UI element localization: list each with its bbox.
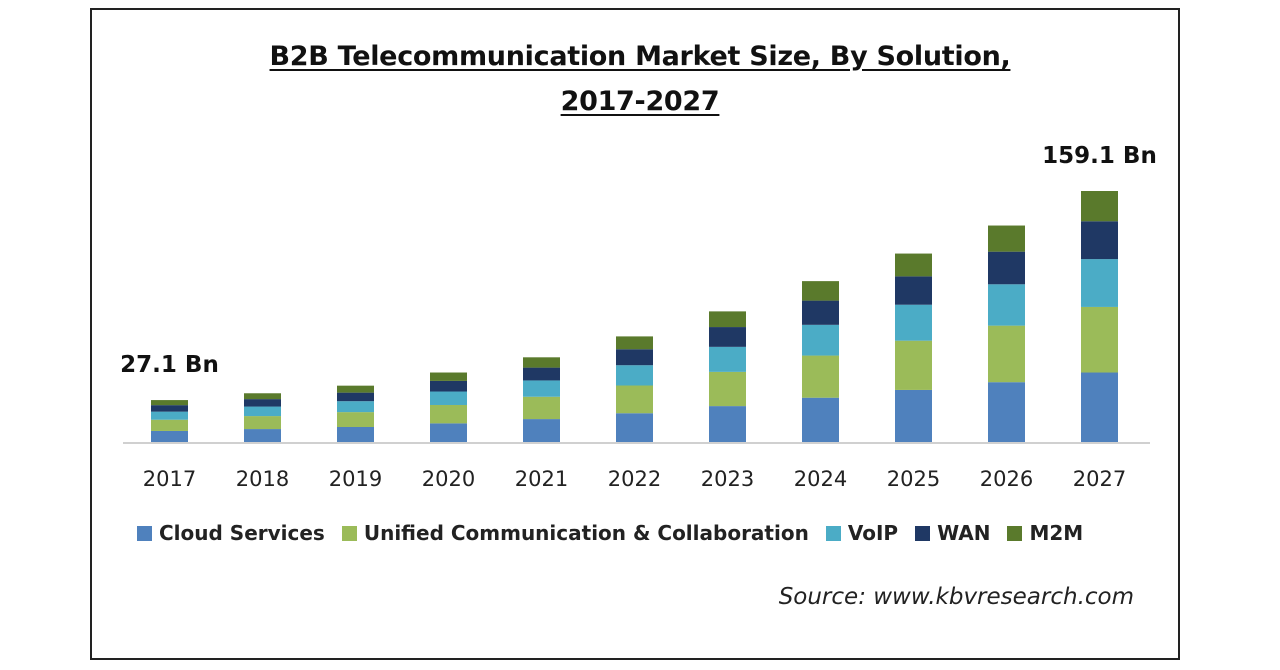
legend-label-cloud-services: Cloud Services [159, 521, 325, 545]
bar-segment-2025-unified-communication-collaboration [895, 340, 932, 390]
x-tick-label-2019: 2019 [329, 467, 382, 491]
bar-segment-2027-m2m [1081, 191, 1118, 222]
x-tick-label-2023: 2023 [701, 467, 754, 491]
chart-title-line-2: 2017-2027 [560, 86, 720, 117]
bar-segment-2026-cloud-services [988, 382, 1025, 443]
total-label-2027: 159.1 Bn [1042, 143, 1157, 169]
bar-segment-2023-wan [709, 327, 746, 347]
legend-item-wan: WAN [915, 521, 990, 545]
bars-layer [151, 191, 1118, 443]
x-tick-label-2027: 2027 [1073, 467, 1126, 491]
bar-segment-2019-cloud-services [337, 427, 374, 443]
bar-segment-2021-m2m [523, 357, 560, 368]
bar-segment-2017-m2m [151, 400, 188, 406]
bar-segment-2021-voip [523, 380, 560, 397]
legend-label-unified-communication-collaboration: Unified Communication & Collaboration [363, 521, 809, 545]
bar-segment-2025-cloud-services [895, 389, 932, 443]
legend-item-cloud-services: Cloud Services [137, 521, 325, 545]
bar-segment-2026-m2m [988, 225, 1025, 252]
bar-segment-2023-unified-communication-collaboration [709, 371, 746, 407]
legend-swatch-unified-communication-collaboration [341, 525, 357, 541]
x-tick-label-2026: 2026 [980, 467, 1033, 491]
bar-segment-2017-voip [151, 411, 188, 420]
bar-segment-2022-wan [616, 349, 653, 366]
legend-item-unified-communication-collaboration: Unified Communication & Collaboration [341, 521, 809, 545]
bar-segment-2024-m2m [802, 281, 839, 301]
bar-segment-2024-wan [802, 300, 839, 325]
total-callouts: 27.1 Bn 159.1 Bn [120, 143, 1157, 378]
bar-segment-2024-unified-communication-collaboration [802, 355, 839, 398]
x-tick-labels: 2017 2018 2019 2020 2021 2022 2023 2024 2025 2026… [143, 467, 1126, 491]
bar-segment-2026-voip [988, 284, 1025, 326]
bar-segment-2025-voip [895, 304, 932, 341]
bar-segment-2019-wan [337, 392, 374, 402]
legend: Cloud Services Unified Communication & Co… [137, 517, 1100, 549]
legend-swatch-voip [825, 525, 841, 541]
legend-item-voip: VoIP [825, 521, 899, 545]
bar-segment-2018-m2m [244, 393, 281, 400]
bar-segment-2021-wan [523, 367, 560, 381]
x-tick-label-2025: 2025 [887, 467, 940, 491]
legend-item-m2m: M2M [1007, 521, 1083, 545]
bar-segment-2020-voip [430, 391, 467, 405]
bar-segment-2018-unified-communication-collaboration [244, 416, 281, 430]
legend-swatch-wan [915, 525, 931, 541]
bar-segment-2022-voip [616, 365, 653, 386]
bar-segment-2027-cloud-services [1081, 372, 1118, 443]
bar-segment-2025-wan [895, 276, 932, 305]
bar-segment-2019-m2m [337, 385, 374, 393]
bar-segment-2022-unified-communication-collaboration [616, 385, 653, 414]
bar-segment-2019-voip [337, 401, 374, 413]
bar-segment-2023-m2m [709, 311, 746, 328]
bar-segment-2025-m2m [895, 253, 932, 277]
legend-swatch-m2m [1007, 525, 1023, 541]
source-note: Source: www.kbvresearch.com [778, 584, 1134, 610]
bar-segment-2020-wan [430, 380, 467, 392]
chart-title-line-1: B2B Telecommunication Market Size, By So… [269, 41, 1011, 72]
bar-segment-2024-cloud-services [802, 397, 839, 443]
bar-segment-2020-unified-communication-collaboration [430, 404, 467, 424]
x-tick-label-2018: 2018 [236, 467, 289, 491]
bar-segment-2022-m2m [616, 336, 653, 350]
legend-label-m2m: M2M [1029, 521, 1084, 545]
x-tick-label-2024: 2024 [794, 467, 847, 491]
x-tick-label-2021: 2021 [515, 467, 568, 491]
legend-swatch-cloud-services [137, 525, 152, 541]
bar-segment-2018-voip [244, 406, 281, 417]
bar-segment-2020-cloud-services [430, 423, 467, 443]
bar-segment-2023-voip [709, 346, 746, 372]
bar-segment-2022-cloud-services [616, 413, 653, 443]
bar-segment-2021-unified-communication-collaboration [523, 396, 560, 420]
chart-title: B2B Telecommunication Market Size, By So… [0, 34, 1280, 124]
bar-segment-2026-wan [988, 251, 1025, 285]
bar-segment-2023-cloud-services [709, 406, 746, 443]
legend-label-wan: WAN [937, 521, 991, 545]
bar-segment-2020-m2m [430, 372, 467, 381]
bar-segment-2019-unified-communication-collaboration [337, 412, 374, 428]
bar-segment-2017-unified-communication-collaboration [151, 419, 188, 431]
legend-label-voip: VoIP [847, 521, 899, 545]
bar-segment-2017-wan [151, 405, 188, 412]
bar-segment-2017-cloud-services [151, 430, 188, 443]
bar-segment-2024-voip [802, 324, 839, 356]
bar-segment-2018-cloud-services [244, 429, 281, 443]
x-tick-label-2017: 2017 [143, 467, 196, 491]
bar-segment-2026-unified-communication-collaboration [988, 325, 1025, 383]
bar-segment-2021-cloud-services [523, 419, 560, 443]
x-tick-label-2020: 2020 [422, 467, 475, 491]
bar-segment-2018-wan [244, 399, 281, 407]
x-tick-label-2022: 2022 [608, 467, 661, 491]
bar-segment-2027-unified-communication-collaboration [1081, 306, 1118, 373]
bar-segment-2027-voip [1081, 259, 1118, 307]
total-label-2017: 27.1 Bn [120, 352, 219, 378]
bar-segment-2027-wan [1081, 221, 1118, 260]
